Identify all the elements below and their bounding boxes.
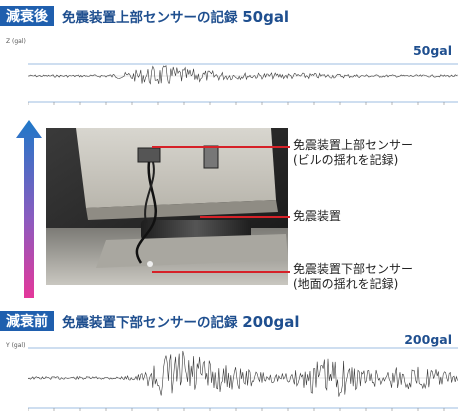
title-before-text: 免震装置下部センサーの記録 [62, 315, 238, 331]
label-upper-sensor-line1: 免震装置上部センサー [293, 138, 414, 152]
top-seismogram-plot [28, 63, 458, 105]
top-peak-label: 50gal [412, 43, 452, 58]
label-lower-sensor-line2: (地面の揺れを記録) [293, 277, 399, 291]
bottom-axis-unit: Y (gal) [6, 342, 26, 349]
callout-line-upper [152, 146, 290, 148]
device-photo [46, 128, 288, 285]
label-upper-sensor: 免震装置上部センサー (ビルの揺れを記録) [293, 138, 413, 168]
bottom-peak-label: 200gal [404, 332, 452, 347]
bottom-seismogram-plot [28, 347, 458, 411]
label-lower-sensor-line1: 免震装置下部センサー [293, 262, 414, 276]
callout-line-device [200, 216, 290, 218]
damping-arrow-icon [16, 120, 42, 298]
badge-before: 減衰前 [0, 311, 54, 331]
callout-line-lower [152, 271, 290, 273]
title-after-text: 免震装置上部センサーの記録 [62, 10, 238, 26]
label-device: 免震装置 [293, 209, 342, 223]
title-after: 免震装置上部センサーの記録 50gal [62, 6, 289, 26]
label-lower-sensor: 免震装置下部センサー (地面の揺れを記録) [293, 262, 413, 292]
label-upper-sensor-line2: (ビルの揺れを記録) [293, 153, 399, 167]
header-after-damping: 減衰後 免震装置上部センサーの記録 50gal [0, 6, 289, 26]
title-after-value: 50gal [242, 8, 290, 26]
top-axis-unit: Z (gal) [6, 38, 26, 45]
title-before-value: 200gal [242, 313, 300, 331]
header-before-damping: 減衰前 免震装置下部センサーの記録 200gal [0, 311, 300, 331]
bottom-seismogram: 200gal [28, 332, 458, 416]
badge-after: 減衰後 [0, 6, 54, 26]
top-seismogram: 50gal [28, 40, 458, 118]
title-before: 免震装置下部センサーの記録 200gal [62, 311, 300, 331]
